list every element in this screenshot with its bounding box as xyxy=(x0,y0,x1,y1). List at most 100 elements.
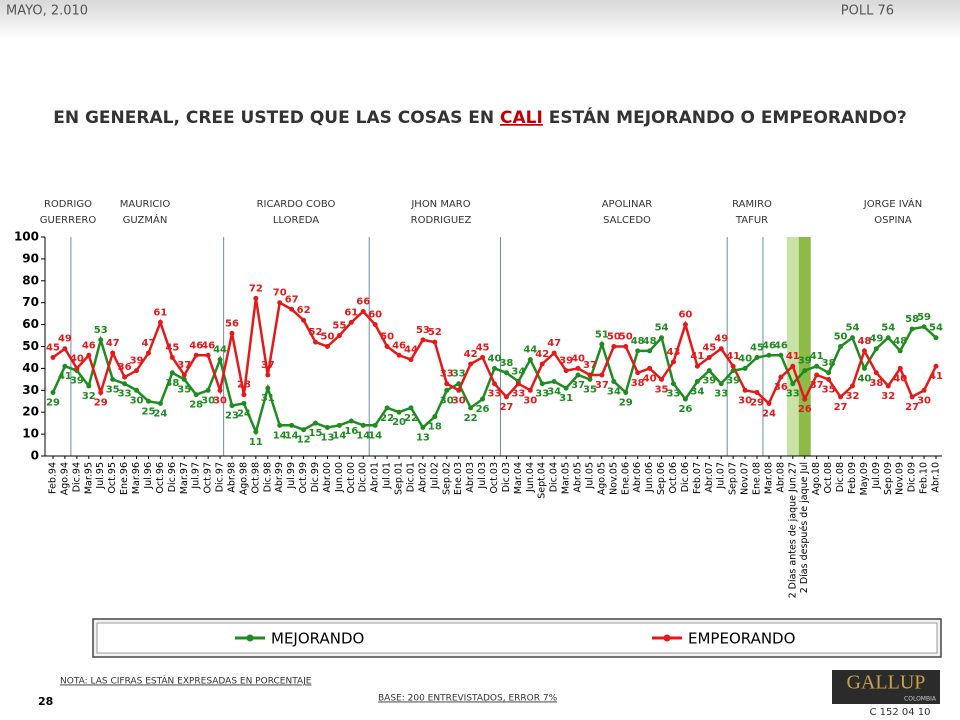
data-label: 37 xyxy=(261,360,275,371)
x-tick-label: Jun.06 xyxy=(644,462,655,493)
point xyxy=(623,389,629,395)
data-label: 30 xyxy=(452,395,466,406)
data-label: 30 xyxy=(738,395,752,406)
point xyxy=(289,306,295,312)
point xyxy=(730,368,736,374)
data-label: 27 xyxy=(834,402,848,413)
data-label: 33 xyxy=(118,389,132,400)
point xyxy=(682,396,688,402)
x-tick-label: Abr.08 xyxy=(775,462,786,493)
data-label: 38 xyxy=(631,378,645,389)
point xyxy=(432,414,438,420)
point xyxy=(468,361,474,367)
point xyxy=(647,348,653,354)
point xyxy=(527,357,533,363)
point xyxy=(754,354,760,360)
data-label: 22 xyxy=(404,413,418,424)
point xyxy=(802,368,808,374)
y-tick-label: 10 xyxy=(22,427,39,441)
point xyxy=(659,335,665,341)
x-tick-label: Jul.07 xyxy=(716,462,727,490)
data-label: 32 xyxy=(881,391,895,402)
x-tick-label: Mar.08 xyxy=(763,462,774,494)
data-label: 40 xyxy=(893,373,907,384)
point xyxy=(575,365,581,371)
point xyxy=(157,400,163,406)
data-label: 39 xyxy=(130,356,144,367)
point xyxy=(647,365,653,371)
x-tick-label: Oct.98 xyxy=(250,462,261,494)
x-tick-label: Dic.04 xyxy=(549,462,560,492)
x-tick-label: Oct.95 xyxy=(107,462,118,494)
x-tick-label: Oct.06 xyxy=(668,462,679,494)
data-label: 50 xyxy=(834,332,848,343)
data-label: 41 xyxy=(810,351,824,362)
x-tick-label: Abr.01 xyxy=(370,462,381,493)
x-tick-label: Ene.08 xyxy=(752,462,763,495)
data-label: 33 xyxy=(714,389,728,400)
point xyxy=(50,389,56,395)
point xyxy=(181,376,187,382)
data-label: 33 xyxy=(535,389,549,400)
point xyxy=(861,348,867,354)
point xyxy=(599,372,605,378)
x-tick-label: Ago.94 xyxy=(59,462,70,495)
data-label: 72 xyxy=(249,283,263,294)
data-label: 11 xyxy=(249,437,263,448)
point xyxy=(62,363,68,369)
point xyxy=(659,376,665,382)
data-label: 35 xyxy=(655,384,669,395)
data-label: 56 xyxy=(225,318,239,329)
x-tick-label: Jul.99 xyxy=(286,462,297,490)
point xyxy=(408,405,414,411)
point xyxy=(324,425,330,431)
x-tick-label: Oct.00 xyxy=(346,462,357,494)
point xyxy=(611,379,617,385)
point xyxy=(623,344,629,349)
x-tick-label: Sep.01 xyxy=(394,462,405,495)
data-label: 52 xyxy=(428,327,442,338)
point xyxy=(861,365,867,371)
x-tick-label: Abr.06 xyxy=(632,462,643,493)
data-label: 54 xyxy=(846,323,860,334)
point xyxy=(145,350,151,356)
x-tick-label: Jun.00 xyxy=(334,462,345,493)
data-label: 40 xyxy=(571,353,585,364)
point xyxy=(754,389,760,395)
poll: POLL 76 xyxy=(841,4,894,19)
x-tick-label: Dic.96 xyxy=(167,462,178,492)
logo-box xyxy=(832,670,940,704)
data-label: 41 xyxy=(726,351,740,362)
point xyxy=(838,344,844,349)
point xyxy=(838,394,844,400)
data-label: 39 xyxy=(798,356,812,367)
data-label: 37 xyxy=(810,380,824,391)
data-label: 40 xyxy=(643,373,657,384)
data-label: 45 xyxy=(702,342,716,353)
point xyxy=(360,422,366,428)
data-label: 58 xyxy=(905,314,919,325)
candidate-label: LLOREDA xyxy=(273,215,319,226)
point xyxy=(86,352,92,358)
x-tick-label: Abr.02 xyxy=(417,462,428,493)
data-label: 34 xyxy=(607,387,621,398)
point xyxy=(157,319,163,325)
x-tick-label: Dic.06 xyxy=(680,462,691,492)
data-label: 28 xyxy=(189,400,203,411)
point xyxy=(301,317,307,323)
point xyxy=(122,374,128,380)
candidate-label: RODRIGO xyxy=(44,199,92,210)
point xyxy=(480,354,486,360)
point xyxy=(217,387,223,393)
point xyxy=(814,363,820,369)
point xyxy=(253,295,259,301)
data-label: 35 xyxy=(583,384,597,395)
x-tick-label: Abr.00 xyxy=(322,462,333,493)
point xyxy=(730,363,736,369)
point xyxy=(670,381,676,387)
data-label: 54 xyxy=(881,323,895,334)
data-label: 14 xyxy=(332,430,346,441)
point xyxy=(241,400,247,406)
x-tick-label: Ago.98 xyxy=(238,462,249,495)
data-label: 40 xyxy=(738,353,752,364)
